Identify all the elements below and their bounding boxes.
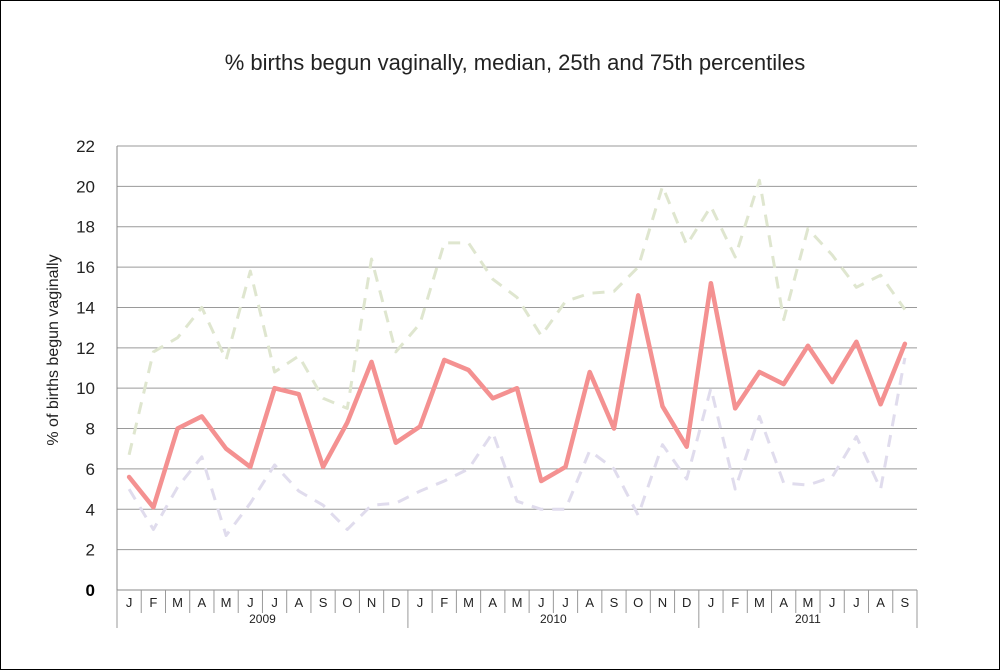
x-tick-label: M — [221, 595, 232, 610]
series-line-2 — [126, 280, 908, 510]
x-tick-label: A — [198, 595, 207, 610]
x-tick-label: F — [149, 595, 157, 610]
x-tick-label: O — [342, 595, 352, 610]
x-tick-label: M — [172, 595, 183, 610]
x-tick-label: S — [319, 595, 328, 610]
y-tick-label: 10 — [76, 379, 95, 398]
series-lines — [126, 178, 908, 537]
x-tick-label: M — [754, 595, 765, 610]
x-tick-label: O — [633, 595, 643, 610]
y-tick-label: 4 — [86, 500, 95, 519]
chart-title: % births begun vaginally, median, 25th a… — [225, 50, 806, 75]
x-tick-label: J — [538, 595, 545, 610]
x-tick-label: F — [731, 595, 739, 610]
x-tick-label: A — [294, 595, 303, 610]
y-tick-label: 6 — [86, 460, 95, 479]
x-tick-label: M — [463, 595, 474, 610]
x-tick-label: M — [512, 595, 523, 610]
x-tick-label: N — [367, 595, 376, 610]
x-tick-label: S — [610, 595, 619, 610]
y-axis-ticks: 0 2 4 6 8 10 12 14 16 18 20 22 — [76, 137, 95, 600]
x-tick-label: N — [658, 595, 667, 610]
gridlines — [116, 145, 917, 591]
x-tick-label: D — [682, 595, 691, 610]
x-tick-label: J — [271, 595, 278, 610]
series-line-0 — [127, 178, 907, 456]
series-line-1 — [127, 357, 907, 537]
year-label: 2009 — [249, 612, 276, 626]
x-tick-label: A — [779, 595, 788, 610]
y-tick-label: 14 — [76, 298, 95, 317]
y-tick-label: 12 — [76, 339, 95, 358]
y-tick-label: 22 — [76, 137, 95, 156]
y-tick-label: 18 — [76, 218, 95, 237]
x-tick-label: S — [901, 595, 910, 610]
x-tick-label: A — [876, 595, 885, 610]
x-tick-label: J — [562, 595, 569, 610]
y-tick-label: 0 — [86, 581, 95, 600]
x-tick-label: J — [126, 595, 133, 610]
x-tick-label: M — [802, 595, 813, 610]
x-tick-label: J — [708, 595, 715, 610]
x-tick-label: F — [440, 595, 448, 610]
x-tick-label: J — [829, 595, 836, 610]
year-label: 2011 — [795, 612, 821, 626]
y-tick-label: 2 — [86, 541, 95, 560]
x-tick-label: J — [853, 595, 860, 610]
y-tick-label: 8 — [86, 420, 95, 439]
y-tick-label: 20 — [76, 177, 95, 196]
y-axis-label: % of births begun vaginally — [45, 254, 62, 445]
x-tick-label: J — [417, 595, 424, 610]
year-label: 2010 — [540, 612, 567, 626]
y-tick-label: 16 — [76, 258, 95, 277]
x-tick-label: J — [247, 595, 254, 610]
x-tick-label: D — [391, 595, 400, 610]
x-tick-label: A — [585, 595, 594, 610]
x-tick-label: A — [488, 595, 497, 610]
